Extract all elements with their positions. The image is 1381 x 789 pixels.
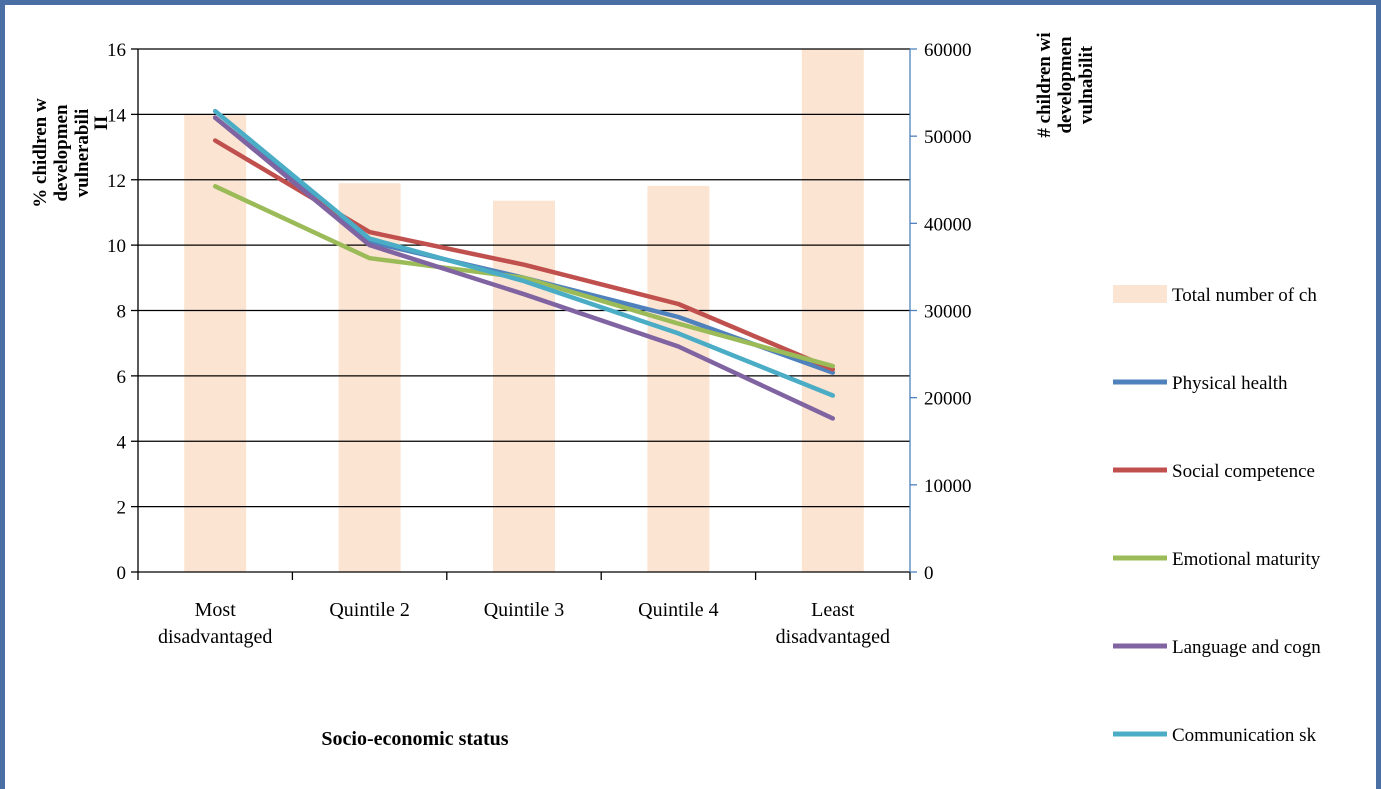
legend-item-language-and-cogn: Language and cogn [1113, 637, 1321, 658]
legend-label: Communication sk [1172, 725, 1317, 746]
x-category-label: Quintile 3 [484, 599, 565, 621]
right-axis-title-line: vulnabilit [1076, 45, 1097, 124]
x-category-label: disadvantaged [776, 626, 890, 648]
x-category-label: Quintile 2 [329, 599, 410, 621]
left-axis-title-overlay: II [91, 116, 112, 131]
bar-total-children-1 [184, 114, 247, 572]
legend-item-physical-health: Physical health [1113, 373, 1288, 394]
right-tick-label: 30000 [924, 302, 972, 323]
right-axis-title-line: # children wi [1034, 32, 1055, 137]
right-axis-title-line: developmen [1055, 36, 1076, 134]
left-axis-title: % chidlren wdevelopmenvulnerabili [30, 98, 93, 208]
left-tick-label: 12 [107, 171, 126, 192]
bar-total-children-4 [647, 185, 710, 572]
x-category-label: Most [195, 599, 237, 621]
right-tick-label: 20000 [924, 389, 972, 410]
right-tick-label: 10000 [924, 476, 972, 497]
left-tick-label: 10 [107, 236, 126, 257]
x-category-label: disadvantaged [158, 626, 272, 648]
series-line-communication-sk [212, 108, 836, 398]
right-tick-label: 0 [924, 563, 934, 584]
x-category-label: Least [811, 599, 855, 621]
legend-label: Total number of ch [1172, 285, 1317, 306]
right-tick-label: 60000 [924, 40, 972, 61]
legend-item-emotional-maturity: Emotional maturity [1113, 549, 1321, 570]
left-axis-title-line: developmen [51, 104, 72, 202]
left-tick-label: 2 [117, 498, 127, 519]
series-line-language-and-cogn [212, 115, 836, 421]
left-tick-label: 4 [117, 432, 127, 453]
gridlines [138, 48, 910, 508]
left-tick-label: 14 [107, 105, 127, 126]
left-axis-title-line: vulnerabili [72, 109, 93, 198]
chart: 0 2 4 6 8 10 12 14 16 Most disadvantaged Quintile 2… [30, 32, 1321, 750]
left-tick-label: 16 [107, 40, 126, 61]
legend-label: Language and cogn [1172, 637, 1321, 658]
legend-label: Emotional maturity [1172, 549, 1321, 570]
legend-label: Social competence [1172, 461, 1315, 482]
legend: Total number of ch Physical health Social … [1113, 285, 1321, 746]
right-tick-label: 40000 [924, 214, 972, 235]
legend-label: Physical health [1172, 373, 1288, 394]
left-axis-title-line: % chidlren w [30, 98, 51, 208]
legend-swatch-bars [1113, 285, 1167, 303]
bar-total-children-3 [493, 200, 555, 573]
line-layer [212, 108, 836, 421]
left-tick-label: 6 [117, 367, 127, 388]
legend-item-social-competence: Social competence [1113, 461, 1315, 482]
series-line-emotional-maturity [212, 184, 836, 369]
right-tick-label: 50000 [924, 127, 972, 148]
x-axis-title: Socio-economic status [321, 728, 508, 750]
legend-item-bars: Total number of ch [1113, 285, 1317, 306]
left-tick-label: 8 [117, 302, 127, 323]
left-tick-label: 0 [117, 563, 127, 584]
legend-item-communication-sk: Communication sk [1113, 725, 1317, 746]
axes: 0 2 4 6 8 10 12 14 16 Most disadvantaged Quintile 2… [30, 32, 1097, 750]
right-axis-title: # children widevelopmenvulnabilit [1034, 32, 1097, 137]
x-category-label: Quintile 4 [638, 599, 719, 621]
